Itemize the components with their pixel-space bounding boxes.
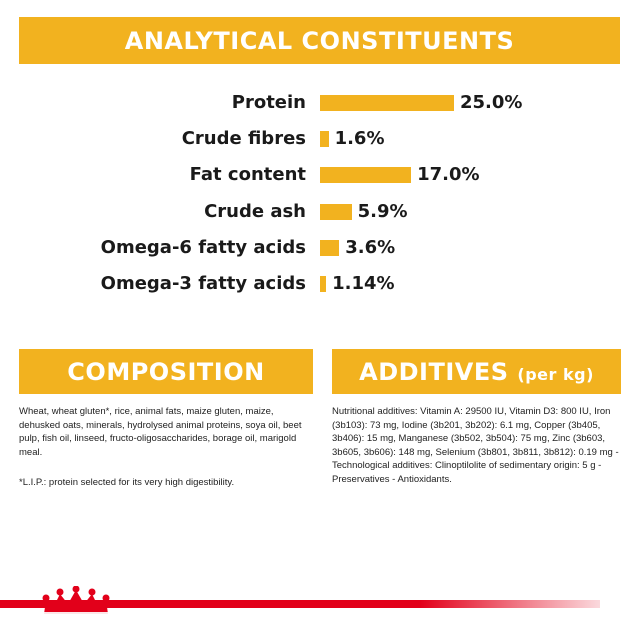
- constituent-value: 25.0%: [460, 92, 523, 113]
- analytical-constituents-banner: ANALYTICAL CONSTITUENTS: [19, 17, 620, 64]
- constituent-row-crude-fibres: Crude fibres 1.6%: [0, 124, 640, 154]
- additives-title-suffix: (per kg): [517, 365, 594, 384]
- constituent-bar: [320, 167, 412, 183]
- constituent-bar: [320, 276, 327, 292]
- constituent-row-protein: Protein 25.0%: [0, 88, 640, 118]
- constituent-row-fat-content: Fat content 17.0%: [0, 160, 640, 190]
- constituent-value: 3.6%: [345, 237, 396, 258]
- composition-title: COMPOSITION: [67, 358, 265, 386]
- constituent-bar: [320, 204, 352, 220]
- additives-banner: ADDITIVES (per kg): [332, 349, 621, 394]
- crown-icon: [42, 586, 110, 615]
- additives-text: Nutritional additives: Vitamin A: 29500 …: [332, 406, 619, 485]
- constituent-label: Crude ash: [204, 201, 306, 222]
- composition-footnote: *L.I.P.: protein selected for its very h…: [19, 477, 235, 488]
- constituent-row-omega-3: Omega-3 fatty acids 1.14%: [0, 269, 640, 299]
- constituent-bar: [320, 95, 454, 111]
- constituent-label: Crude fibres: [181, 128, 306, 149]
- composition-text: Wheat, wheat gluten*, rice, animal fats,…: [19, 406, 302, 458]
- constituent-value: 17.0%: [417, 164, 480, 185]
- constituent-label: Protein: [231, 92, 306, 113]
- constituent-row-crude-ash: Crude ash 5.9%: [0, 197, 640, 227]
- constituent-label: Omega-6 fatty acids: [100, 237, 306, 258]
- constituent-value: 1.14%: [332, 273, 395, 294]
- constituent-bar: [320, 131, 329, 147]
- constituent-value: 1.6%: [334, 128, 385, 149]
- constituent-bar: [320, 240, 340, 256]
- analytical-constituents-title: ANALYTICAL CONSTITUENTS: [124, 27, 515, 55]
- additives-title: ADDITIVES: [359, 358, 509, 386]
- constituent-row-omega-6: Omega-6 fatty acids 3.6%: [0, 233, 640, 263]
- constituent-value: 5.9%: [357, 201, 408, 222]
- footer-brand-line: [0, 600, 600, 608]
- constituent-label: Fat content: [189, 164, 306, 185]
- composition-banner: COMPOSITION: [19, 349, 313, 394]
- constituent-label: Omega-3 fatty acids: [100, 273, 306, 294]
